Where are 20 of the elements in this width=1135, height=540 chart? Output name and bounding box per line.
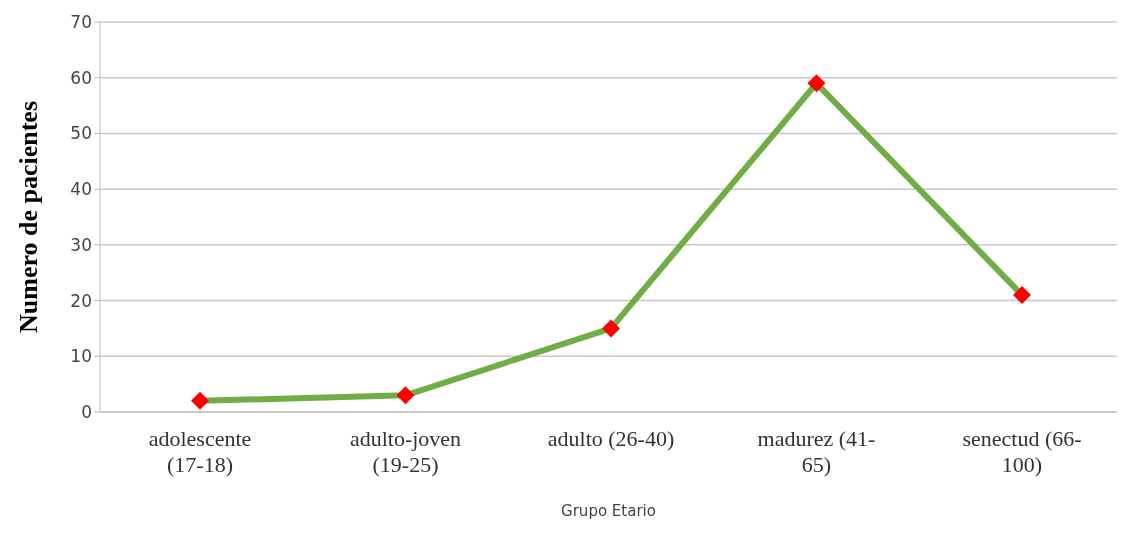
x-tick-label: madurez (41-65) (757, 426, 876, 477)
y-tick-label: 50 (70, 123, 92, 144)
y-tick-label: 20 (70, 290, 92, 311)
y-tick-label: 10 (70, 346, 92, 367)
point (807, 74, 826, 93)
y-tick-label: 60 (70, 67, 92, 88)
point (602, 319, 620, 338)
y-axis-title: Numero de pacientes (14, 100, 44, 334)
point (1013, 286, 1031, 304)
x-tick-label: adulto (26-40) (547, 426, 675, 451)
y-tick-label: 30 (70, 234, 92, 255)
y-tick-label: 40 (70, 179, 92, 200)
x-tick-label: adolescente (17-18) (148, 426, 252, 477)
y-tick-label: 0 (81, 402, 92, 423)
x-tick-label: senectud (66-100) (962, 426, 1082, 477)
point (396, 386, 415, 405)
x-tick-label: adulto-joven (19-25) (349, 426, 462, 477)
point (191, 391, 209, 410)
y-tick-label: 70 (70, 12, 92, 33)
x-axis-title: Grupo Etario (561, 502, 656, 520)
